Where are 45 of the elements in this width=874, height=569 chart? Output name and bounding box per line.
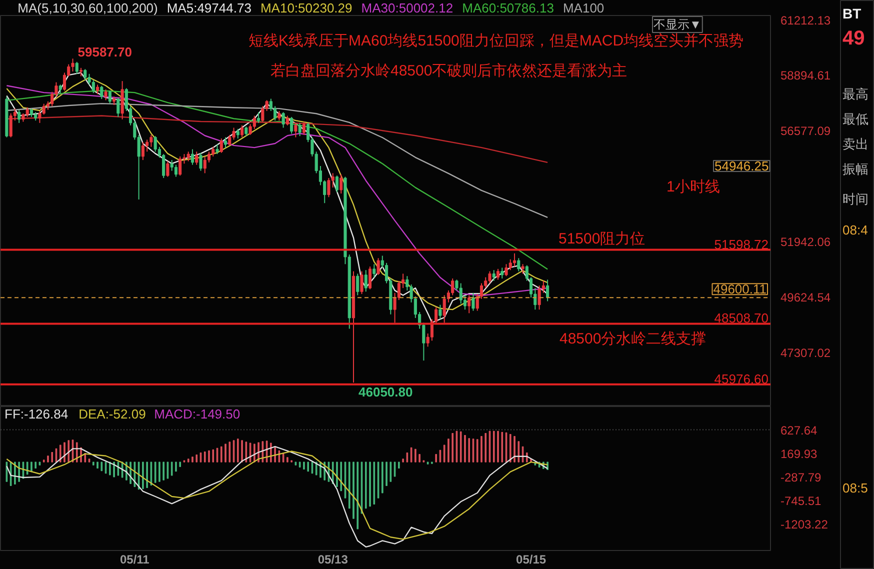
annotation: 54946.25: [714, 158, 769, 174]
text: MA10:50230.29: [260, 0, 352, 16]
x-tick-label: 05/11: [120, 552, 150, 566]
annotation: 48500分水岭二线支撑: [560, 330, 706, 348]
text: MA60:50786.13: [462, 0, 554, 16]
series-label: MACD:-149.50: [154, 406, 240, 422]
x-tick-label: 05/15: [516, 552, 546, 566]
annotation: 不显示▼: [654, 18, 702, 32]
y-tick-label: -745.51: [780, 494, 822, 508]
y-tick-label: 61212.13: [780, 14, 831, 28]
text: MA5:49744.73: [166, 0, 252, 16]
ref-line-label: 48508.70: [714, 310, 769, 326]
y-tick-label: 49624.54: [780, 290, 831, 305]
annotation: 46050.80: [358, 384, 413, 400]
text: 最低: [842, 112, 868, 126]
y-tick-label: 47307.02: [780, 346, 831, 360]
y-tick-label: 51942.06: [780, 235, 831, 250]
text: 卖出: [842, 136, 868, 152]
text: MA30:50002.12: [361, 0, 454, 16]
y-tick-label: -287.79: [780, 470, 822, 484]
text: 08:4: [842, 222, 868, 238]
text: MA100: [562, 0, 604, 16]
y-tick-label: 627.64: [780, 423, 818, 438]
text: 时间: [842, 192, 868, 206]
ref-line-label: 45976.60: [714, 371, 769, 386]
ref-line-label: 51598.72: [714, 236, 769, 252]
y-tick-label: 169.93: [780, 446, 818, 461]
text: DEA:-52.09: [78, 406, 146, 422]
text: 最高: [842, 86, 868, 102]
y-tick-label: 58894.61: [780, 68, 831, 83]
text: 49: [842, 28, 865, 50]
text: BT: [842, 6, 862, 22]
annotation: 1小时线: [666, 178, 720, 196]
text: FF:-126.84: [4, 406, 68, 422]
legend-title: MA(5,10,30,60,100,200): [18, 0, 158, 16]
annotation: 51500阻力位: [558, 230, 646, 248]
annotation: 59587.70: [78, 44, 132, 60]
annotation: 短线K线承压于MA60均线51500阻力位回踩，但是MACD均线空头并不强势: [248, 32, 744, 50]
y-tick-label: -1203.22: [780, 517, 828, 532]
x-tick-label: 05/13: [318, 552, 348, 566]
text: 08:5: [842, 480, 868, 496]
annotation: 若白盘回落分水岭48500不破则后市依然还是看涨为主: [270, 62, 628, 80]
y-tick-label: 56577.09: [780, 124, 831, 138]
text: 振幅: [842, 162, 868, 176]
ref-line-label: 49600.11: [713, 282, 767, 297]
